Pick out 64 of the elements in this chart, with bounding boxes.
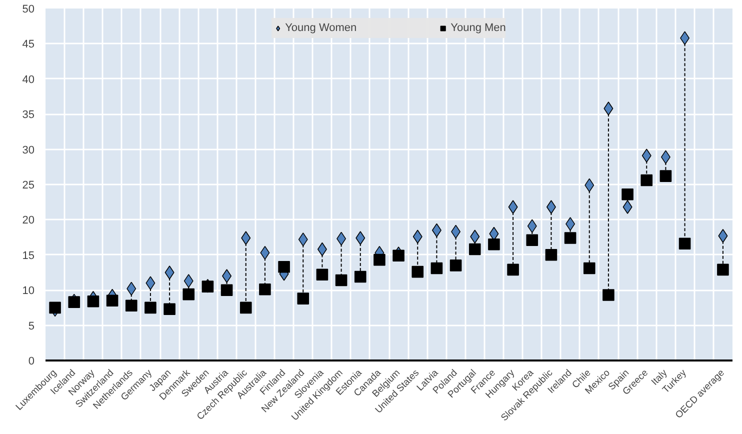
- point: [144, 302, 156, 314]
- legend-label: Young Women: [285, 22, 357, 34]
- point: [220, 284, 233, 296]
- point: [604, 102, 614, 116]
- point: [566, 217, 576, 231]
- point: [182, 288, 195, 300]
- point: [680, 31, 690, 45]
- point: [527, 219, 537, 233]
- point: [602, 289, 614, 301]
- point: [87, 295, 100, 308]
- point: [660, 170, 672, 182]
- point: [278, 260, 290, 273]
- point: [222, 269, 232, 283]
- point: [622, 200, 632, 214]
- point: [450, 260, 462, 272]
- point: [240, 302, 252, 314]
- y-tick-label: 30: [22, 144, 35, 156]
- point: [470, 230, 480, 244]
- point: [583, 262, 596, 274]
- y-tick-label: 25: [22, 180, 35, 192]
- point: [297, 292, 310, 304]
- y-tick-label: 15: [22, 250, 35, 262]
- y-tick-label: 20: [22, 214, 35, 227]
- point: [622, 188, 634, 200]
- point: [468, 243, 481, 256]
- point: [335, 274, 348, 286]
- point: [507, 264, 519, 276]
- point: [354, 270, 366, 283]
- y-tick-label: 35: [22, 109, 35, 122]
- point: [678, 238, 691, 250]
- point: [49, 302, 61, 314]
- y-tick-label: 10: [22, 285, 35, 298]
- point: [241, 231, 251, 245]
- point: [125, 300, 138, 312]
- point: [660, 150, 670, 164]
- point: [259, 283, 271, 296]
- point: [316, 268, 328, 281]
- point: [412, 230, 422, 244]
- point: [106, 294, 118, 307]
- point: [164, 266, 174, 280]
- point: [184, 274, 194, 288]
- y-tick-label: 50: [22, 4, 35, 16]
- point: [412, 266, 424, 278]
- y-tick-label: 45: [22, 38, 35, 51]
- point: [68, 296, 80, 308]
- point: [508, 200, 518, 214]
- point: [146, 276, 156, 290]
- point: [526, 234, 538, 246]
- y-tick-label: 5: [28, 320, 35, 332]
- point: [545, 249, 558, 261]
- point: [640, 174, 653, 186]
- point: [164, 303, 176, 316]
- point: [392, 250, 404, 262]
- point: [546, 200, 556, 214]
- y-tick-label: 40: [22, 74, 35, 86]
- y-tick-label: 0: [28, 356, 35, 368]
- point: [717, 264, 729, 276]
- point: [430, 262, 443, 274]
- point: [564, 232, 576, 244]
- legend-label: Young Men: [450, 22, 506, 34]
- point: [488, 238, 500, 250]
- point: [356, 231, 366, 245]
- point: [298, 232, 308, 246]
- point: [374, 254, 386, 266]
